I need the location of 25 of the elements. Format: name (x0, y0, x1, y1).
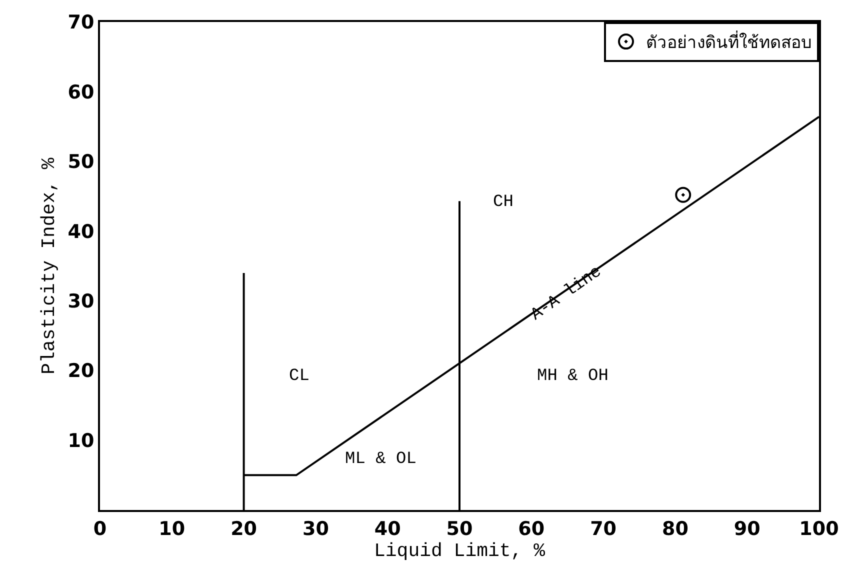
annotation: CL (289, 367, 310, 386)
x-tick-label: 80 (662, 518, 688, 540)
y-tick-label: 20 (68, 360, 94, 382)
annotation: ML & OL (345, 450, 416, 469)
y-tick-label: 40 (68, 220, 94, 243)
annotation: CH (493, 193, 514, 212)
x-tick-label: 50 (446, 518, 473, 540)
y-tick-label: 10 (68, 430, 94, 452)
x-tick-label: 90 (734, 518, 760, 540)
y-tick-label: 50 (68, 151, 94, 174)
x-tick-label: 20 (230, 518, 258, 540)
y-tick-label: 70 (68, 12, 94, 34)
x-tick-label: 100 (799, 518, 839, 540)
x-axis-title: Liquid Limit, % (374, 540, 546, 562)
x-tick-label: 0 (93, 518, 107, 540)
x-tick-label: 60 (518, 518, 545, 540)
y-axis-title: Plasticity Index, % (38, 157, 60, 374)
x-tick-label: 70 (590, 518, 617, 540)
x-tick-label: 40 (374, 518, 401, 540)
x-tick-label: 30 (302, 518, 329, 540)
annotation: MH & OH (537, 367, 608, 386)
legend-label: ตัวอย่างดินที่ใช้ทดสอบ (646, 30, 812, 54)
y-tick-label: 30 (68, 290, 94, 313)
x-tick-label: 10 (158, 518, 186, 540)
y-tick-label: 60 (68, 81, 94, 104)
